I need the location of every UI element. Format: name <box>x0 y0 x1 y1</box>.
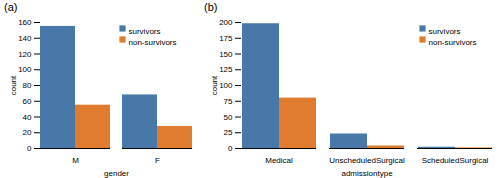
svg-text:Medical: Medical <box>265 156 293 165</box>
svg-text:40: 40 <box>23 113 32 122</box>
html-text:(b): (b) <box>204 1 218 13</box>
svg-text:non-survivors: non-survivors <box>129 38 177 47</box>
svg-text:gender: gender <box>104 169 129 178</box>
svg-text:20: 20 <box>23 128 32 137</box>
svg-text:50: 50 <box>224 113 233 122</box>
svg-text:non-survivors: non-survivors <box>429 38 477 47</box>
svg-text:admissiontype: admissiontype <box>341 169 393 178</box>
svg-text:UnscheduledSurgical: UnscheduledSurgical <box>329 156 405 165</box>
svg-text:F: F <box>155 156 160 165</box>
svg-text:80: 80 <box>23 81 32 90</box>
svg-text:survivors: survivors <box>429 27 461 36</box>
svg-text:125: 125 <box>219 65 233 74</box>
svg-text:150: 150 <box>219 50 233 59</box>
svg-text:count: count <box>9 75 18 95</box>
svg-text:175: 175 <box>219 34 233 43</box>
svg-text:100: 100 <box>18 65 32 74</box>
svg-text:M: M <box>72 156 79 165</box>
svg-text:140: 140 <box>18 34 32 43</box>
svg-text:75: 75 <box>224 97 233 106</box>
svg-text:60: 60 <box>23 97 32 106</box>
svg-text:ScheduledSurgical: ScheduledSurgical <box>422 156 489 165</box>
svg-text:25: 25 <box>224 128 233 137</box>
svg-text:100: 100 <box>219 81 233 90</box>
svg-text:survivors: survivors <box>129 27 161 36</box>
html-text:(a): (a) <box>4 1 18 13</box>
svg-text:count: count <box>210 75 219 95</box>
svg-text:160: 160 <box>18 18 32 27</box>
svg-text:0: 0 <box>228 144 233 153</box>
svg-text:200: 200 <box>219 18 233 27</box>
svg-text:120: 120 <box>18 50 32 59</box>
svg-text:0: 0 <box>27 144 32 153</box>
